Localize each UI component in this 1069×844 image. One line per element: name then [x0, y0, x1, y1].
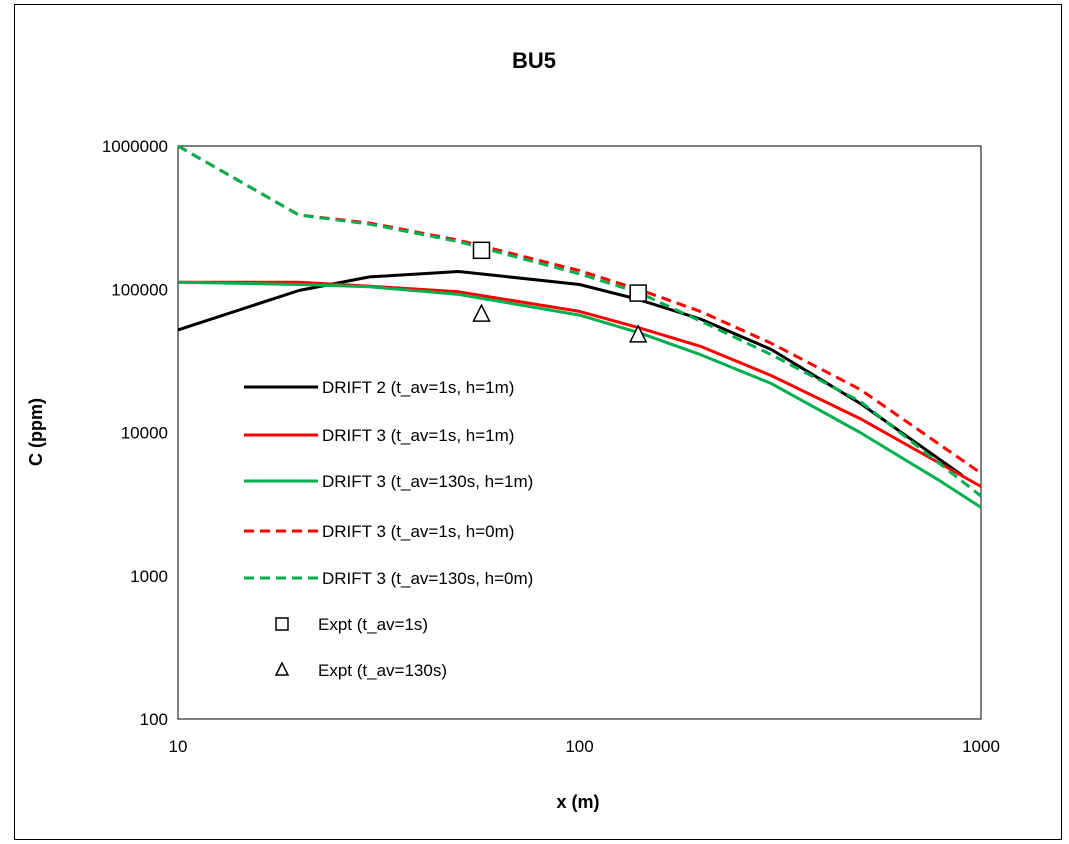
series-line [177, 280, 982, 509]
legend: DRIFT 2 (t_av=1s, h=1m) DRIFT 3 (t_av=1s,… [244, 378, 533, 680]
legend-label: DRIFT 3 (t_av=130s, h=0m) [322, 569, 533, 588]
data-point-triangle [628, 324, 648, 343]
y-tick-labels: 100 1000 10000 100000 1000000 [102, 137, 168, 729]
x-tick-labels: 10 100 1000 [169, 737, 1000, 756]
x-axis-title: x (m) [556, 792, 599, 812]
legend-marker-triangle [274, 661, 290, 676]
plot-area [177, 145, 982, 720]
legend-marker-square [275, 617, 289, 631]
y-tick-label: 1000000 [102, 137, 168, 156]
y-tick-label: 10000 [121, 424, 168, 443]
x-tick-label: 10 [169, 737, 188, 756]
legend-label: DRIFT 3 (t_av=1s, h=0m) [322, 522, 514, 541]
data-point-square [472, 241, 491, 260]
series-line [178, 280, 982, 488]
y-tick-label: 100000 [111, 280, 168, 299]
series-line [177, 270, 964, 477]
chart-title: BU5 [512, 48, 556, 73]
x-tick-label: 100 [565, 737, 593, 756]
y-axis-title: C (ppm) [26, 398, 46, 466]
data-point-triangle [472, 303, 491, 322]
x-tick-label: 1000 [962, 737, 1000, 756]
legend-label: Expt (t_av=130s) [318, 661, 447, 680]
series-layer [177, 144, 982, 509]
legend-label: DRIFT 2 (t_av=1s, h=1m) [322, 378, 514, 397]
y-tick-label: 100 [140, 710, 168, 729]
y-tick-label: 1000 [130, 567, 168, 586]
legend-label: DRIFT 3 (t_av=1s, h=1m) [322, 426, 514, 445]
data-point-square [629, 284, 647, 302]
legend-label: DRIFT 3 (t_av=130s, h=1m) [322, 472, 533, 491]
legend-label: Expt (t_av=1s) [318, 615, 428, 634]
series-line [177, 144, 982, 475]
series-line [177, 144, 982, 498]
